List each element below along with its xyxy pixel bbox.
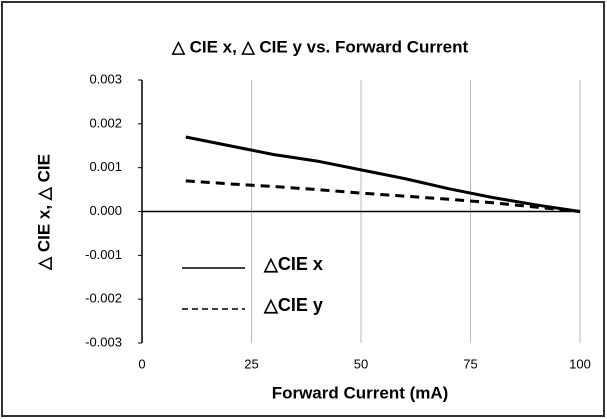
chart-title: △ CIE x, △ CIE y vs. Forward Current (171, 37, 469, 56)
y-tick-label: 0.001 (89, 159, 122, 174)
y-tick-label: -0.001 (85, 247, 122, 262)
x-tick-label: 50 (354, 356, 368, 371)
y-tick-label: -0.003 (85, 334, 122, 349)
x-tick-label: 0 (138, 356, 145, 371)
y-tick-label: -0.002 (85, 291, 122, 306)
y-axis-label: △ CIE x, △ CIE (34, 154, 53, 271)
legend-label: △CIE x (263, 254, 323, 274)
x-tick-label: 25 (244, 356, 258, 371)
y-tick-label: 0.000 (89, 203, 122, 218)
legend-label: △CIE y (263, 295, 323, 315)
y-tick-label: 0.003 (89, 71, 122, 86)
y-tick-label: 0.002 (89, 115, 122, 130)
x-tick-label: 100 (569, 356, 591, 371)
x-axis-label: Forward Current (mA) (272, 383, 449, 402)
data-line (185, 179, 581, 213)
x-tick-label: 75 (463, 356, 477, 371)
data-line (185, 135, 581, 213)
